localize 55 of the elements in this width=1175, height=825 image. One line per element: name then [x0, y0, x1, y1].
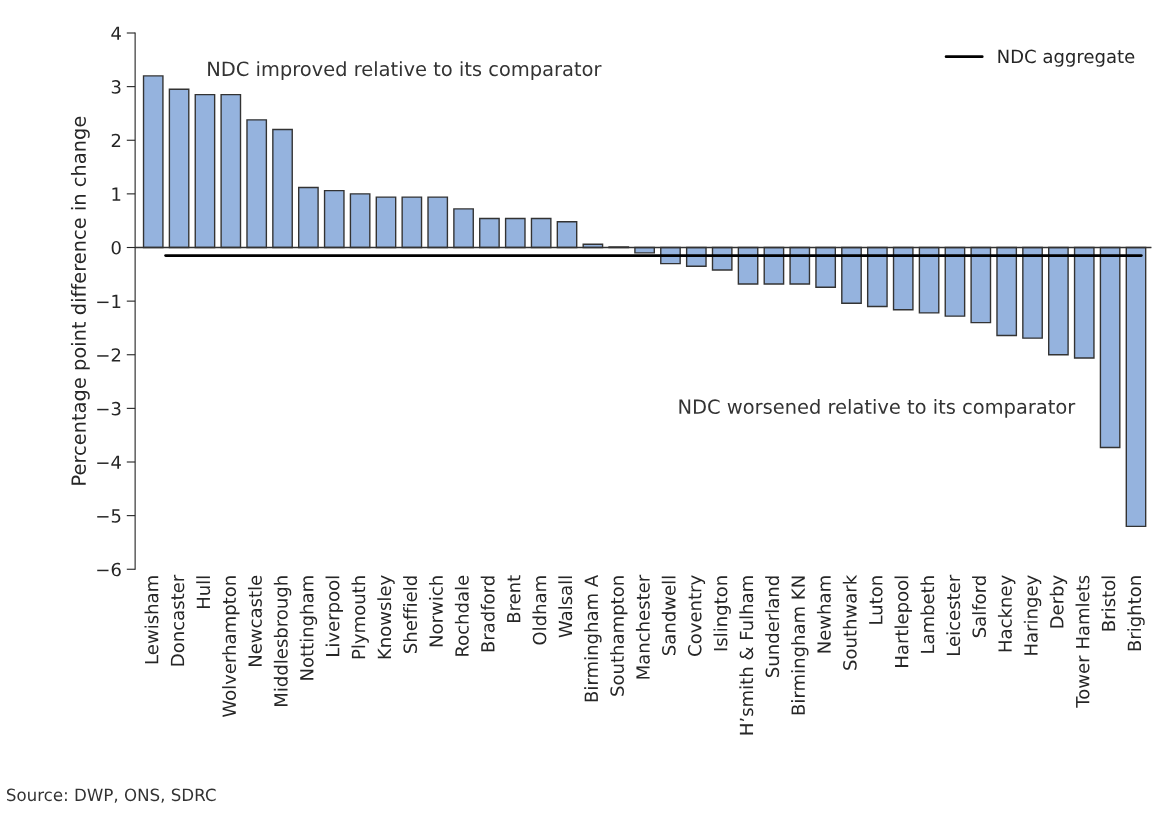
- x-tick-label: Birmingham KN: [791, 576, 809, 715]
- x-tick-label: Newham: [816, 576, 831, 653]
- x-tick-label: H’smith & Fulham: [739, 576, 754, 735]
- x-tick-label: Doncaster: [170, 574, 185, 666]
- x-tick-label: Southampton: [610, 576, 628, 696]
- x-tick-label: Newcastle: [247, 575, 262, 667]
- annotation: NDC improved relative to its comparator: [208, 61, 602, 80]
- x-tick-label: Liverpool: [325, 576, 343, 656]
- x-tick-label: Manchester: [635, 574, 650, 679]
- y-tick-label: −1: [97, 294, 121, 308]
- x-tick-label: Knowsley: [377, 575, 395, 659]
- x-tick-label: Tower Hamlets: [1075, 575, 1090, 708]
- x-tick-label: Leicester: [946, 574, 961, 655]
- x-tick-label: Rochdale: [454, 575, 469, 656]
- x-tick-label: Middlesbrough: [273, 576, 292, 706]
- x-tick-label: Southwark: [842, 574, 857, 670]
- x-tick-label: Luton: [869, 576, 883, 624]
- y-tick-label: −2: [97, 348, 121, 362]
- x-tick-label: Oldham: [532, 576, 547, 645]
- x-tick-label: Hull: [196, 576, 211, 609]
- y-tick-label: 3: [111, 80, 121, 94]
- x-tick-label: Lewisham: [144, 576, 159, 664]
- y-axis-title: Percentage point difference in change: [70, 116, 90, 485]
- x-tick-label: Coventry: [687, 575, 706, 656]
- y-tick-label: 0: [111, 240, 121, 255]
- source-note: Source: DWP, ONS, SDRC: [6, 788, 216, 803]
- x-tick-label: Brent: [507, 575, 521, 623]
- x-tick-label: Hartlepool: [894, 576, 912, 667]
- y-tick-label: 1: [112, 187, 121, 201]
- x-tick-label: Sunderland: [765, 576, 780, 677]
- x-tick-label: Birmingham A: [584, 574, 602, 702]
- x-tick-label: Islington: [713, 576, 731, 651]
- x-tick-label: Hackney: [997, 575, 1016, 652]
- legend-label: NDC aggregate: [998, 49, 1135, 67]
- y-tick-label: −4: [97, 455, 121, 469]
- x-tick-label: Haringey: [1023, 575, 1042, 655]
- x-tick-label: Nottingham: [299, 576, 318, 680]
- y-tick-label: 4: [111, 26, 121, 40]
- x-tick-label: Brighton: [1127, 576, 1145, 651]
- x-tick-label: Plymouth: [351, 576, 369, 659]
- x-tick-label: Walsall: [558, 576, 573, 638]
- y-tick-label: −3: [97, 401, 121, 416]
- x-tick-label: Bradford: [480, 576, 495, 652]
- x-tick-label: Salford: [972, 576, 987, 638]
- annotation: NDC worsened relative to its comparator: [679, 398, 1076, 418]
- y-tick-label: −5: [97, 509, 121, 523]
- x-tick-label: Lambeth: [920, 576, 935, 653]
- x-tick-label: Sheffield: [403, 576, 418, 653]
- x-tick-label: Wolverhampton: [222, 576, 240, 718]
- y-tick-label: −6: [97, 562, 121, 577]
- x-tick-label: Sandwell: [661, 576, 676, 655]
- x-tick-label: Derby: [1049, 575, 1068, 628]
- y-tick-label: 2: [111, 133, 121, 148]
- x-tick-label: Norwich: [428, 576, 443, 647]
- x-tick-label: Bristol: [1101, 576, 1116, 631]
